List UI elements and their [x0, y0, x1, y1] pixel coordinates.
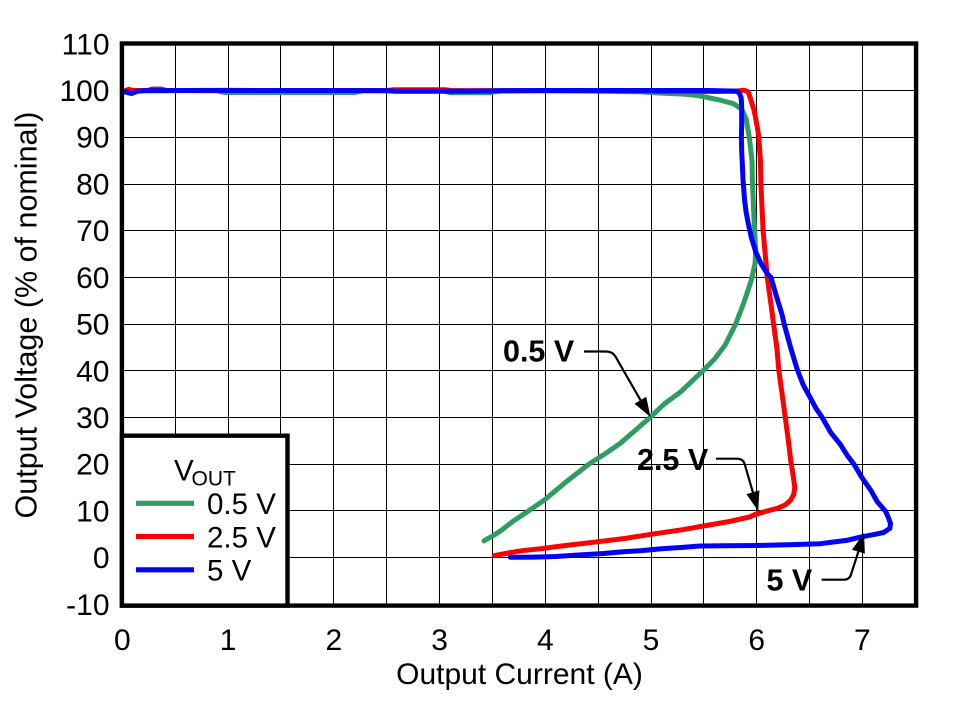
svg-text:7: 7 [854, 624, 871, 657]
svg-text:OUT: OUT [192, 468, 237, 491]
svg-text:5 V: 5 V [767, 564, 813, 598]
svg-text:4: 4 [537, 624, 554, 657]
svg-text:110: 110 [62, 28, 110, 61]
svg-text:70: 70 [76, 215, 109, 248]
svg-text:90: 90 [76, 122, 109, 155]
svg-text:Output Voltage (% of nominal): Output Voltage (% of nominal) [9, 112, 43, 519]
svg-text:10: 10 [76, 495, 109, 528]
svg-text:3: 3 [431, 624, 448, 657]
svg-text:2.5 V: 2.5 V [637, 443, 709, 477]
svg-text:6: 6 [748, 624, 765, 657]
svg-text:5 V: 5 V [207, 554, 252, 587]
svg-text:40: 40 [76, 355, 109, 388]
svg-text:100: 100 [59, 75, 109, 108]
svg-text:0: 0 [114, 624, 131, 657]
svg-text:0: 0 [93, 542, 110, 575]
svg-text:1: 1 [220, 624, 237, 657]
svg-text:60: 60 [76, 262, 109, 295]
svg-text:-10: -10 [66, 589, 109, 622]
svg-text:2.5 V: 2.5 V [207, 521, 276, 554]
svg-text:30: 30 [76, 402, 109, 435]
svg-text:20: 20 [76, 449, 109, 482]
svg-text:0.5 V: 0.5 V [503, 335, 575, 369]
svg-text:5: 5 [643, 624, 660, 657]
svg-text:V: V [174, 454, 194, 487]
svg-text:Output Current (A): Output Current (A) [396, 658, 643, 691]
svg-text:50: 50 [76, 309, 109, 342]
svg-text:80: 80 [76, 168, 109, 201]
svg-text:0.5 V: 0.5 V [207, 488, 276, 521]
svg-text:2: 2 [325, 624, 342, 657]
